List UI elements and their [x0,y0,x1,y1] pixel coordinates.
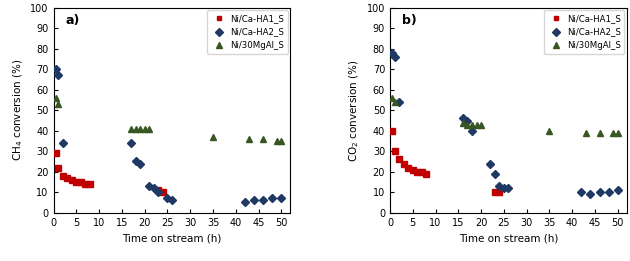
Text: b): b) [402,14,416,27]
Legend: Ni/Ca-HA1_S, Ni/Ca-HA2_S, Ni/30MgAl_S: Ni/Ca-HA1_S, Ni/Ca-HA2_S, Ni/30MgAl_S [207,10,288,54]
X-axis label: Time on stream (h): Time on stream (h) [122,233,222,243]
X-axis label: Time on stream (h): Time on stream (h) [459,233,558,243]
Y-axis label: CO$_2$ conversion (%): CO$_2$ conversion (%) [348,59,361,162]
Legend: Ni/Ca-HA1_S, Ni/Ca-HA2_S, Ni/30MgAl_S: Ni/Ca-HA1_S, Ni/Ca-HA2_S, Ni/30MgAl_S [544,10,624,54]
Y-axis label: CH$_4$ conversion (%): CH$_4$ conversion (%) [11,59,25,161]
Text: a): a) [66,14,80,27]
